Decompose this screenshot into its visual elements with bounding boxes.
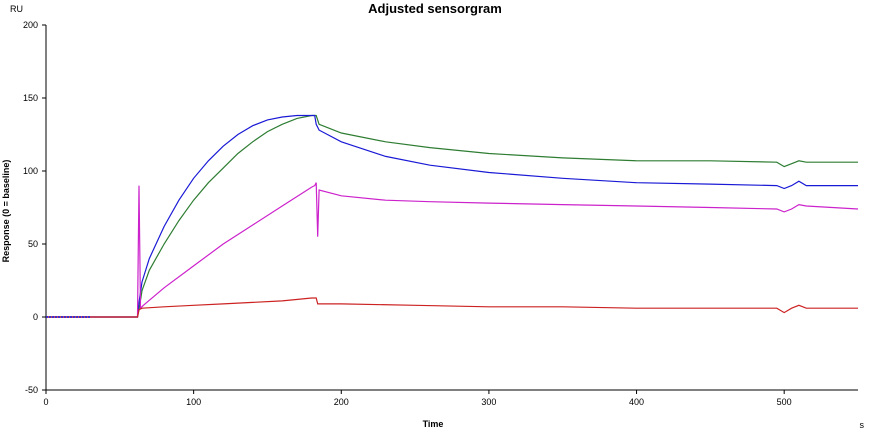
series-line-2 <box>46 114 858 318</box>
series-line-4 <box>46 297 858 318</box>
y-ticks: -50 0 50 100 150 200 <box>23 20 46 395</box>
y-axis-label: Response (0 = baseline) <box>1 160 11 263</box>
series-line-3 <box>46 182 859 318</box>
x-ticks: 0 100 200 300 400 500 <box>43 390 792 407</box>
x-tick-label: 300 <box>481 397 496 407</box>
x-tick-label: 500 <box>777 397 792 407</box>
x-tick-label: 0 <box>43 397 48 407</box>
series-line-1 <box>46 114 858 318</box>
y-tick-label: 150 <box>23 93 38 103</box>
chart-title: Adjusted sensorgram <box>368 1 502 16</box>
y-tick-label: -50 <box>25 385 38 395</box>
series-group <box>46 114 859 318</box>
x-tick-label: 200 <box>334 397 349 407</box>
y-tick-label: 50 <box>28 239 38 249</box>
x-axis-label: Time <box>423 419 444 429</box>
y-unit-label: RU <box>10 4 23 14</box>
x-tick-label: 100 <box>186 397 201 407</box>
x-tick-label: 400 <box>629 397 644 407</box>
y-tick-label: 0 <box>33 312 38 322</box>
y-tick-label: 100 <box>23 166 38 176</box>
x-unit-label: s <box>860 420 865 430</box>
y-tick-label: 200 <box>23 20 38 30</box>
